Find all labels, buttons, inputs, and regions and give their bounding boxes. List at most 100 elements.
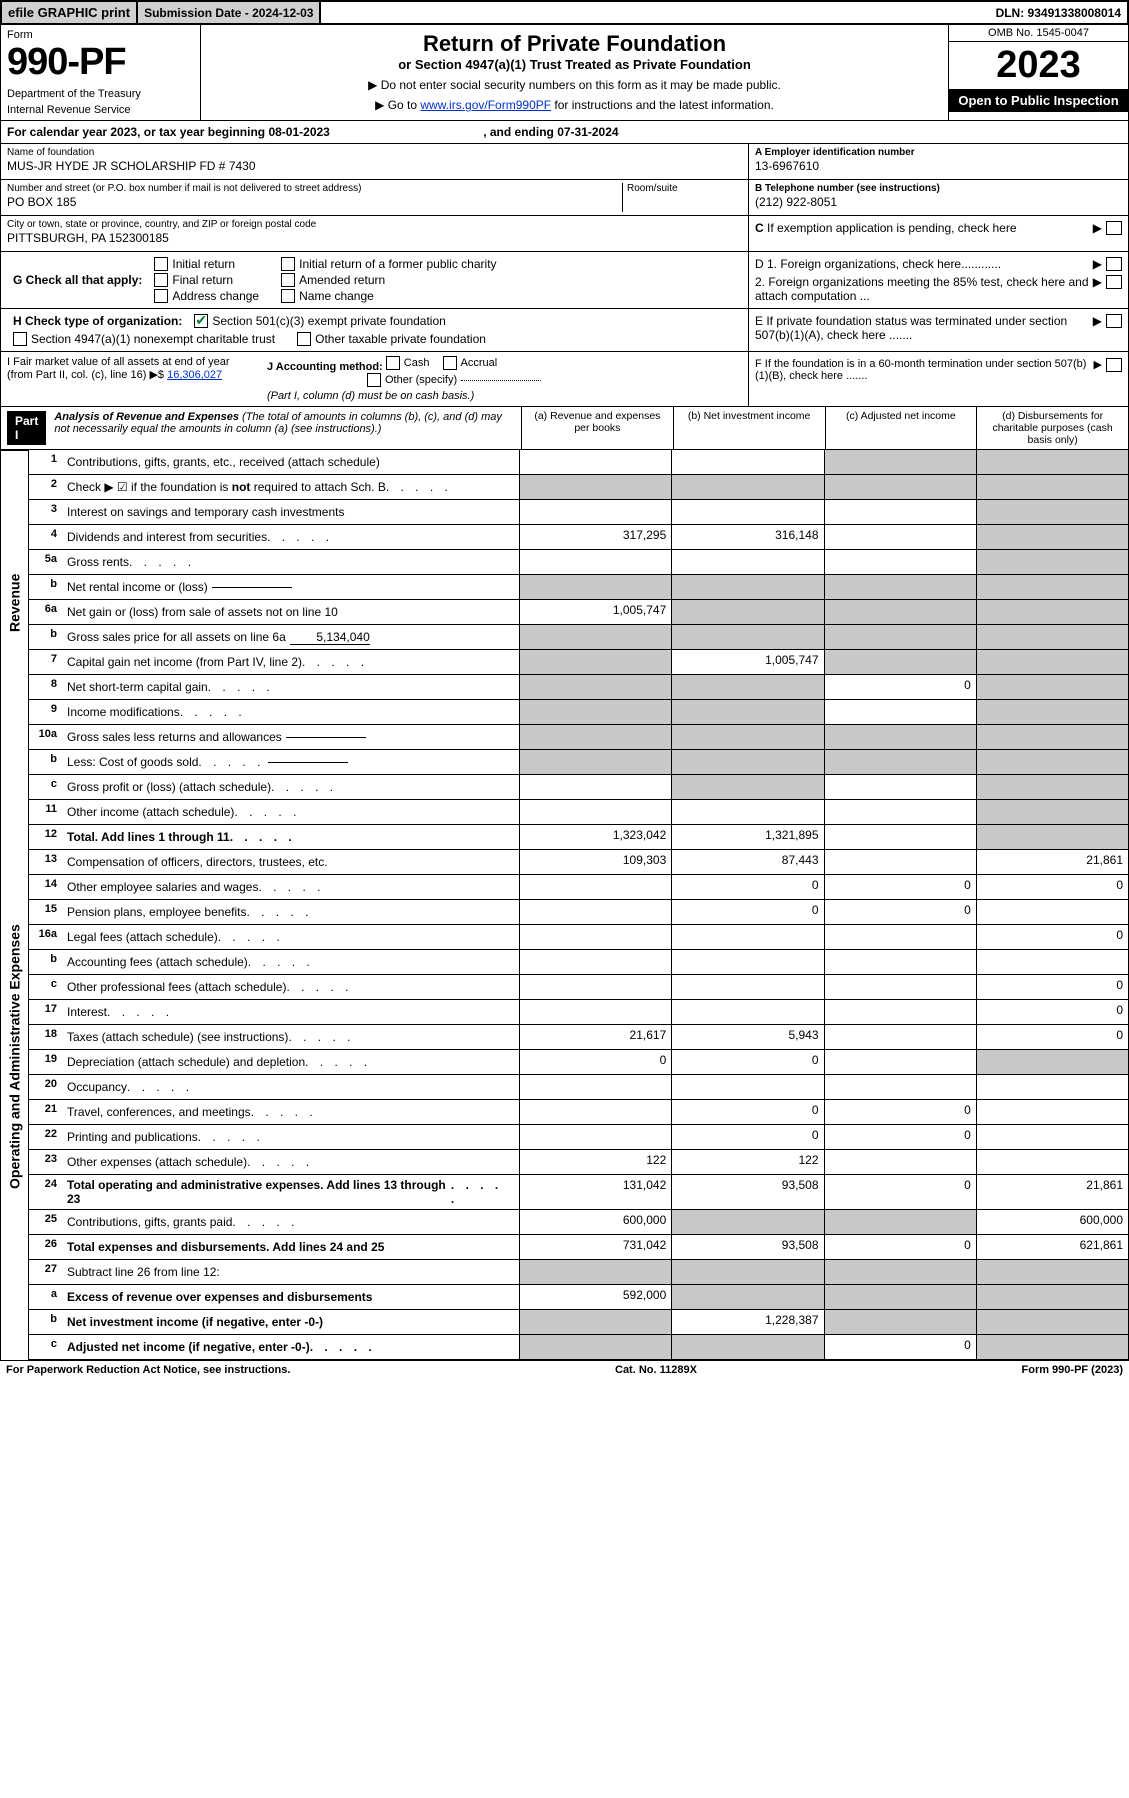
address-cell: Number and street (or P.O. box number if…: [1, 180, 748, 216]
cell-c: [824, 500, 976, 524]
dept-irs: Internal Revenue Service: [7, 104, 194, 116]
row-label: Other income (attach schedule) . . . . .: [63, 800, 519, 824]
table-row: cOther professional fees (attach schedul…: [29, 975, 1128, 1000]
cell-d: [976, 650, 1128, 674]
name-change-check[interactable]: [281, 289, 295, 303]
other-label: Other (specify): [385, 374, 457, 386]
cell-b: 122: [671, 1150, 823, 1174]
table-row: bGross sales price for all assets on lin…: [29, 625, 1128, 650]
cell-d: [976, 775, 1128, 799]
table-row: 22Printing and publications . . . . .00: [29, 1125, 1128, 1150]
cell-d: 0: [976, 925, 1128, 949]
cell-d: [976, 1050, 1128, 1074]
d2-checkbox[interactable]: [1106, 275, 1122, 289]
cell-b: [671, 725, 823, 749]
cell-a: [519, 1000, 671, 1024]
col-c-head: (c) Adjusted net income: [825, 407, 977, 449]
row-number: 6a: [29, 600, 63, 624]
table-row: cAdjusted net income (if negative, enter…: [29, 1335, 1128, 1360]
row-number: 1: [29, 450, 63, 474]
name-label: Name of foundation: [7, 147, 742, 158]
final-return-check[interactable]: [154, 273, 168, 287]
cell-b: [671, 450, 823, 474]
table-row: 2Check ▶ ☑ if the foundation is not requ…: [29, 475, 1128, 500]
arrow-icon: ▶: [1093, 221, 1102, 235]
c-label: If exemption application is pending, che…: [767, 221, 1017, 235]
cash-check[interactable]: [386, 356, 400, 370]
cell-b: [671, 1285, 823, 1309]
cell-c: [824, 950, 976, 974]
row-number: 14: [29, 875, 63, 899]
row-number: 18: [29, 1025, 63, 1049]
c-checkbox[interactable]: [1106, 221, 1122, 235]
row-label: Dividends and interest from securities .…: [63, 525, 519, 549]
table-row: bNet investment income (if negative, ent…: [29, 1310, 1128, 1335]
row-label: Accounting fees (attach schedule) . . . …: [63, 950, 519, 974]
form-link[interactable]: www.irs.gov/Form990PF: [420, 98, 551, 112]
open-public-badge: Open to Public Inspection: [949, 89, 1128, 112]
cell-c: 0: [824, 1100, 976, 1124]
other-check[interactable]: [367, 373, 381, 387]
address-change-check[interactable]: [154, 289, 168, 303]
ein-label: A Employer identification number: [755, 147, 915, 158]
initial-return-check[interactable]: [154, 257, 168, 271]
table-row: 11Other income (attach schedule) . . . .…: [29, 800, 1128, 825]
cell-d: [976, 700, 1128, 724]
opt-other: Other taxable private foundation: [315, 332, 486, 346]
cell-d: [976, 600, 1128, 624]
cell-a: [519, 500, 671, 524]
side-labels: Revenue Operating and Administrative Exp…: [1, 450, 29, 1360]
cell-d: 0: [976, 1025, 1128, 1049]
d1-checkbox[interactable]: [1106, 257, 1122, 271]
amended-check[interactable]: [281, 273, 295, 287]
identification-grid: Name of foundation MUS-JR HYDE JR SCHOLA…: [0, 144, 1129, 352]
row-label: Gross profit or (loss) (attach schedule)…: [63, 775, 519, 799]
form-number: 990-PF: [7, 41, 194, 84]
opt-4947: Section 4947(a)(1) nonexempt charitable …: [31, 332, 275, 346]
d2-label: 2. Foreign organizations meeting the 85%…: [755, 275, 1093, 303]
d1-label: D 1. Foreign organizations, check here..…: [755, 257, 1093, 271]
table-row: 15Pension plans, employee benefits . . .…: [29, 900, 1128, 925]
cell-a: [519, 675, 671, 699]
cell-a: [519, 1260, 671, 1284]
table-row: 10aGross sales less returns and allowanc…: [29, 725, 1128, 750]
e-checkbox[interactable]: [1106, 314, 1122, 328]
opt-501c3: Section 501(c)(3) exempt private foundat…: [212, 314, 445, 328]
cell-a: [519, 1100, 671, 1124]
accrual-check[interactable]: [443, 356, 457, 370]
f-checkbox[interactable]: [1106, 358, 1122, 372]
4947-check[interactable]: [13, 332, 27, 346]
cell-c: [824, 825, 976, 849]
opt-address: Address change: [172, 289, 259, 303]
cell-a: [519, 1125, 671, 1149]
row-label: Subtract line 26 from line 12:: [63, 1260, 519, 1284]
cell-b: 0: [671, 1050, 823, 1074]
cell-d: [976, 750, 1128, 774]
calendar-year-line: For calendar year 2023, or tax year begi…: [0, 121, 1129, 144]
row-label: Contributions, gifts, grants paid . . . …: [63, 1210, 519, 1234]
cell-a: [519, 1310, 671, 1334]
cell-d: [976, 1285, 1128, 1309]
cell-a: 592,000: [519, 1285, 671, 1309]
cell-b: [671, 475, 823, 499]
header-right: OMB No. 1545-0047 2023 Open to Public In…: [948, 25, 1128, 120]
arrow-icon: ▶: [1093, 314, 1102, 328]
initial-former-check[interactable]: [281, 257, 295, 271]
table-row: 5aGross rents . . . . .: [29, 550, 1128, 575]
cell-c: [824, 800, 976, 824]
row-number: 20: [29, 1075, 63, 1099]
row-number: 11: [29, 800, 63, 824]
cell-a: 0: [519, 1050, 671, 1074]
cell-d: [976, 950, 1128, 974]
efile-button[interactable]: efile GRAPHIC print: [2, 2, 138, 23]
other-taxable-check[interactable]: [297, 332, 311, 346]
table-row: 7Capital gain net income (from Part IV, …: [29, 650, 1128, 675]
cell-b: [671, 925, 823, 949]
row-label: Less: Cost of goods sold . . . . .: [63, 750, 519, 774]
501c3-check[interactable]: [194, 314, 208, 328]
cell-b: 1,321,895: [671, 825, 823, 849]
cell-d: [976, 1150, 1128, 1174]
fmv-amount-link[interactable]: 16,306,027: [167, 369, 222, 381]
table-row: 13Compensation of officers, directors, t…: [29, 850, 1128, 875]
cell-c: [824, 450, 976, 474]
